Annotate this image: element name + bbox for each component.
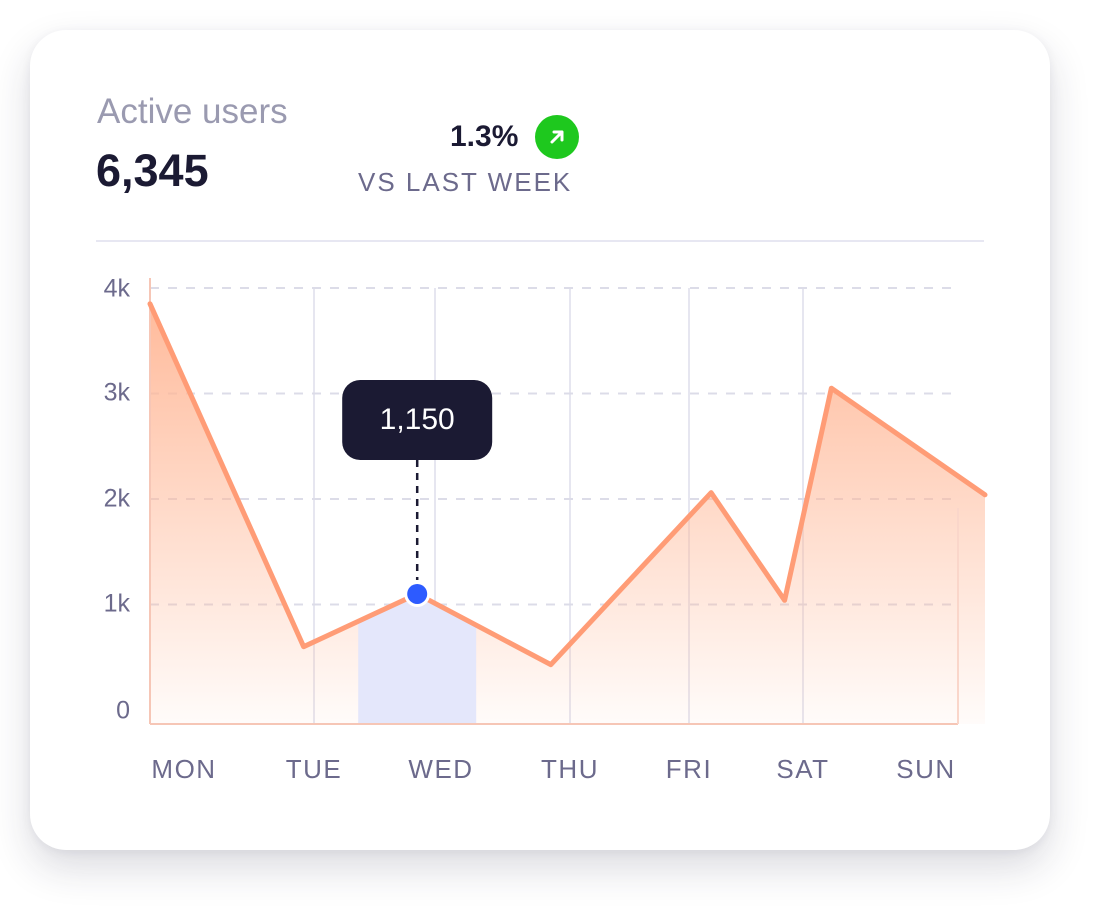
x-tick-label-sat: SAT [776,754,829,784]
x-tick-label-mon: MON [151,754,216,784]
highlight-point [407,583,428,604]
x-tick-label-fri: FRI [666,754,712,784]
y-tick-label-1k: 1k [104,590,131,618]
y-tick-label-2k: 2k [104,485,131,513]
metric-label: Active users [97,92,288,131]
compare-label: VS LAST WEEK [358,167,573,197]
x-tick-label-thu: THU [541,754,599,784]
series-line [147,301,988,668]
metric-value: 6,345 [96,145,209,196]
change-percentage: 1.3% [450,120,519,153]
area-fill [150,303,985,724]
y-tick-label-0: 0 [116,697,130,725]
x-tick-label-wed: WED [408,754,473,784]
highlight-band-wed [358,593,477,724]
x-tick-label-tue: TUE [286,754,343,784]
tooltip-value: 1,150 [380,403,455,436]
y-tick-label-3k: 3k [104,379,131,407]
arrow-up-right-icon [550,130,564,144]
divider [96,240,984,242]
trend-up-badge [535,115,579,159]
y-tick-label-4k: 4k [104,275,131,303]
value-tooltip [342,380,493,460]
x-tick-label-sun: SUN [896,754,955,784]
